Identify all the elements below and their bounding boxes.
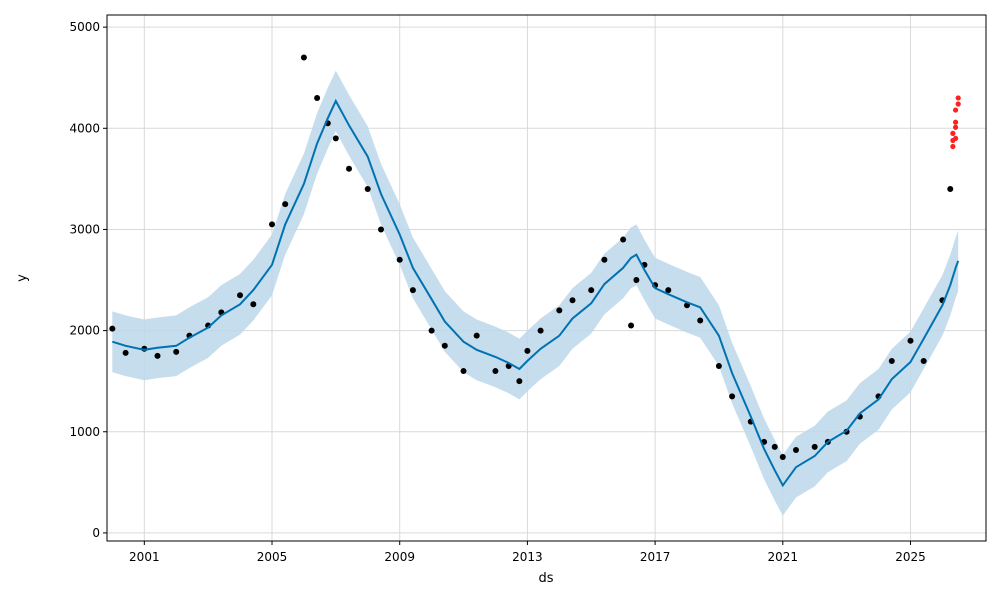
forecast-line — [112, 98, 960, 488]
observed-point — [378, 226, 385, 233]
observed-point — [173, 348, 180, 355]
observed-point — [314, 94, 321, 101]
observed-point — [109, 325, 116, 332]
observed-point — [628, 322, 635, 329]
outlier-point — [952, 135, 959, 142]
observed-point — [492, 368, 499, 375]
observed-point — [409, 287, 416, 294]
outlier-points — [950, 95, 961, 150]
observed-point — [697, 317, 704, 324]
outlier-point — [950, 130, 956, 136]
observed-point — [947, 185, 954, 192]
observed-point — [569, 297, 576, 304]
observed-point — [516, 378, 523, 385]
y-tick-label: 1000 — [69, 425, 100, 439]
observed-point — [779, 454, 786, 461]
observed-point — [269, 221, 276, 228]
observed-point — [428, 327, 435, 334]
observed-point — [346, 165, 353, 172]
observed-point — [524, 347, 531, 354]
y-tick-label: 2000 — [69, 324, 100, 338]
y-axis-ticks: 0 1000 2000 3000 4000 5000 — [69, 20, 107, 540]
x-tick-label: 2013 — [512, 550, 543, 564]
observed-point — [364, 185, 371, 192]
uncertainty-band-area — [112, 70, 959, 516]
forecast-line-path — [112, 98, 960, 488]
observed-point — [620, 236, 627, 243]
observed-point — [282, 201, 289, 208]
outlier-point — [952, 124, 959, 130]
y-tick-label: 4000 — [69, 121, 100, 135]
plot-frame — [106, 14, 987, 542]
x-tick-label: 2017 — [640, 550, 671, 564]
x-axis-label: ds — [538, 571, 553, 586]
x-tick-label: 2009 — [384, 550, 415, 564]
observed-point — [537, 327, 544, 334]
x-tick-label: 2001 — [129, 550, 160, 564]
observed-point — [237, 292, 244, 299]
observed-point — [300, 54, 307, 61]
y-axis-label: y — [15, 274, 30, 282]
x-tick-label: 2005 — [257, 550, 288, 564]
observed-point — [154, 352, 161, 359]
observed-point — [332, 135, 339, 142]
observed-point — [473, 332, 480, 339]
observed-point — [792, 446, 799, 453]
observed-points — [109, 54, 954, 461]
outlier-point — [952, 119, 959, 125]
observed-point — [811, 443, 818, 450]
observed-point — [729, 393, 736, 400]
observed-point — [396, 256, 403, 263]
observed-point — [715, 363, 722, 370]
observed-point — [888, 357, 895, 364]
outlier-point — [955, 95, 961, 101]
outlier-point — [950, 143, 956, 150]
observed-point — [907, 337, 914, 344]
observed-point — [771, 443, 778, 450]
observed-point — [122, 349, 129, 356]
observed-point — [460, 368, 467, 375]
x-tick-label: 2021 — [768, 550, 799, 564]
observed-point — [588, 287, 595, 294]
observed-point — [633, 277, 640, 284]
observed-point — [250, 301, 257, 308]
outlier-point — [955, 101, 961, 107]
outlier-point — [952, 107, 959, 113]
y-tick-label: 3000 — [69, 222, 100, 236]
observed-point — [665, 287, 672, 294]
x-axis-ticks: 2001 2005 2009 2013 2017 2021 2025 — [129, 541, 926, 564]
observed-point — [920, 357, 927, 364]
observed-point — [601, 256, 608, 263]
y-tick-label: 5000 — [69, 20, 100, 34]
x-tick-label: 2025 — [895, 550, 926, 564]
uncertainty-band — [112, 70, 959, 516]
observed-point — [556, 307, 563, 314]
y-tick-label: 0 — [92, 526, 100, 540]
observed-point — [441, 342, 448, 349]
